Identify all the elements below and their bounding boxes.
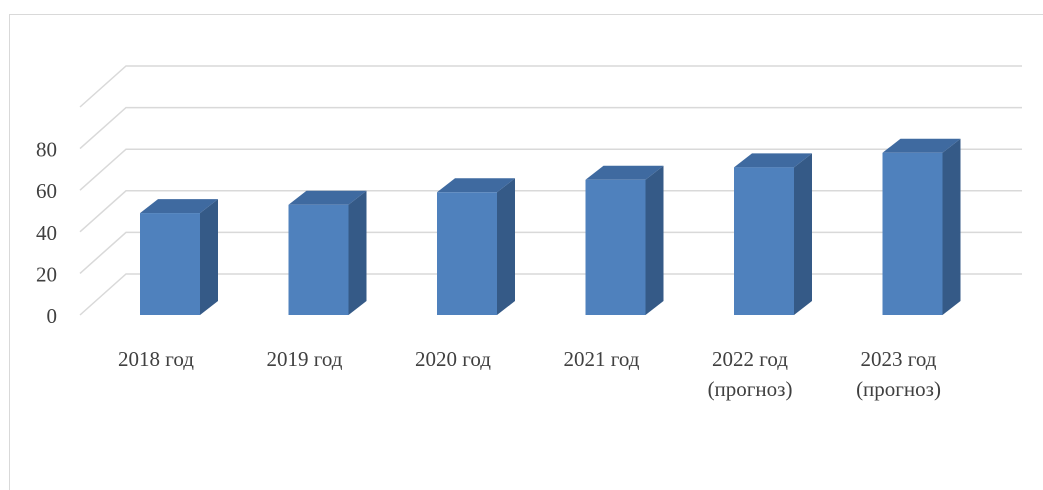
bar-top [585, 165, 664, 180]
x-category-label: 2022 год (прогноз) [708, 347, 793, 401]
bar [882, 138, 961, 315]
bar-top [437, 178, 515, 193]
y-tick-label: 60 [36, 179, 57, 203]
gridline [79, 148, 1022, 191]
gridline [79, 190, 1022, 233]
y-axis-ticks: 0 20 40 60 80 [36, 138, 57, 328]
gridlines [79, 65, 1022, 316]
bar-side [348, 190, 367, 315]
bar-top [288, 190, 367, 205]
bar [734, 153, 812, 315]
bar-top [140, 199, 218, 214]
bar-front [437, 192, 497, 315]
y-tick-label: 20 [36, 262, 57, 286]
chart-frame [9, 14, 1043, 490]
x-category-label: 2021 год [564, 347, 640, 371]
gridline [79, 106, 1022, 150]
x-category-label: 2020 год [415, 347, 491, 371]
bar-top [734, 153, 812, 168]
x-category-label: 2023 год (прогноз) [856, 347, 941, 401]
x-category-label: 2018 год [118, 347, 194, 371]
bar-side [794, 153, 812, 315]
y-tick-label: 40 [36, 221, 57, 245]
bar-front [734, 167, 794, 315]
gridline [79, 65, 1022, 108]
gridline [79, 231, 1022, 274]
bar-top [882, 138, 961, 153]
x-category-label: 2019 год [267, 347, 343, 371]
bar-front [288, 204, 349, 315]
y-tick-label: 0 [47, 304, 58, 328]
gridline [79, 273, 1022, 316]
bar [140, 199, 218, 315]
bar [437, 178, 515, 315]
y-tick-label: 80 [36, 138, 57, 162]
bar [288, 190, 367, 315]
bar-side [645, 165, 664, 315]
bar-front [882, 152, 943, 315]
bars [140, 138, 961, 315]
bar-front [140, 213, 200, 315]
bar-front [585, 179, 646, 315]
x-axis-labels: 2018 год 2019 год 2020 год 2021 год 2022 год… [118, 347, 941, 401]
bar [585, 165, 664, 315]
bar-side [200, 199, 218, 315]
bar-side [497, 178, 515, 315]
bar-side [942, 138, 961, 315]
